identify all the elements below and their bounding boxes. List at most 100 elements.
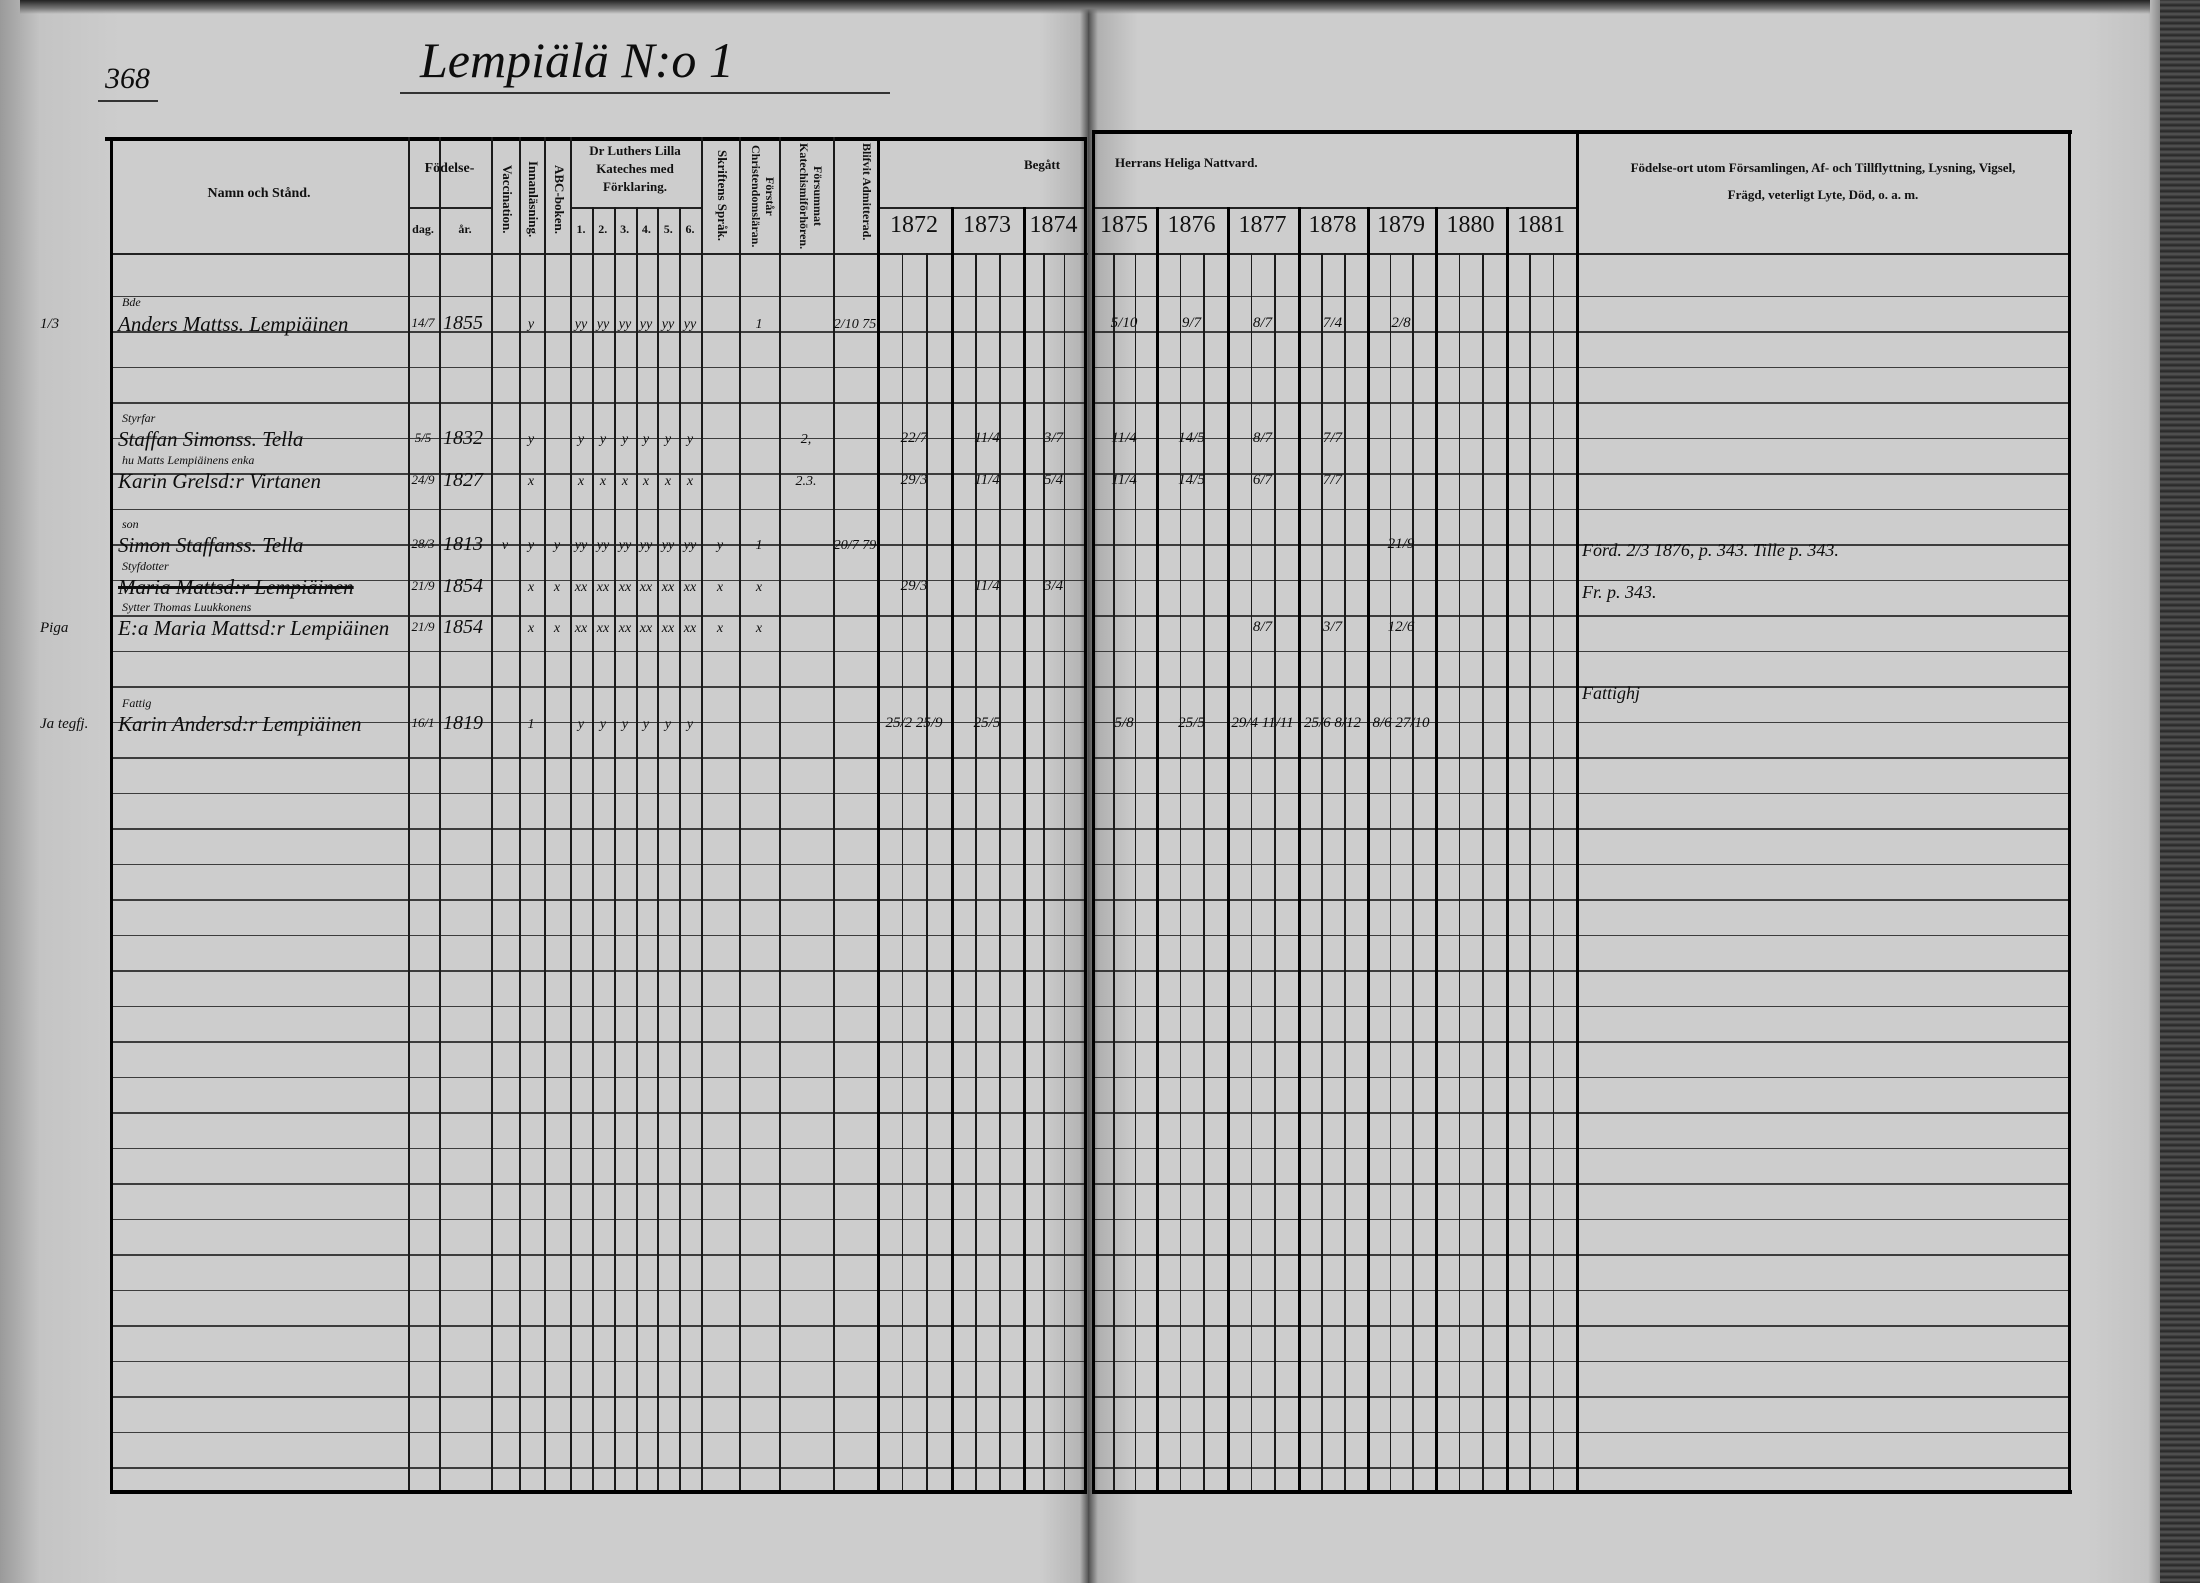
entry-mark: 2.3. bbox=[795, 474, 817, 489]
year-subcolumn-line bbox=[1274, 253, 1276, 1490]
row-line bbox=[1092, 295, 2070, 297]
year-column-line bbox=[1435, 207, 1438, 1490]
birth-day: 24/9 bbox=[411, 472, 435, 487]
birth-year: 1832 bbox=[443, 427, 483, 449]
entry-role: Bde bbox=[122, 295, 141, 309]
entry-mark: x bbox=[642, 474, 650, 489]
year-subcolumn-line bbox=[1344, 253, 1346, 1490]
year-subcolumn-line bbox=[1043, 253, 1045, 1490]
column-line bbox=[544, 137, 546, 1490]
header-scripture: Skriftens Språk. bbox=[715, 150, 730, 242]
entry-mark: yy bbox=[661, 538, 675, 553]
birth-year: 1855 bbox=[443, 312, 483, 334]
entry-mark: xx bbox=[683, 621, 697, 636]
communion-date: 21/9 bbox=[1387, 536, 1415, 552]
row-line bbox=[112, 828, 1087, 830]
birth-day: 5/5 bbox=[414, 430, 432, 445]
row-line bbox=[1092, 863, 2070, 865]
table-right-border bbox=[1084, 137, 1087, 1490]
entry-mark: xx bbox=[618, 621, 632, 636]
row-line bbox=[112, 934, 1087, 936]
catechism-part-header: 2. bbox=[598, 222, 608, 236]
entry-name: Simon Staffanss. Tella bbox=[118, 533, 304, 557]
communion-date: 5/4 bbox=[1043, 472, 1064, 488]
table-left-border bbox=[1092, 130, 1095, 1490]
communion-date: 11/4 bbox=[1111, 472, 1137, 488]
birth-day: 21/9 bbox=[411, 619, 435, 634]
entry-mark: 2/10 75 bbox=[833, 317, 877, 332]
row-line bbox=[1092, 1467, 2070, 1469]
page-number-underline bbox=[98, 100, 158, 102]
birth-year: 1854 bbox=[443, 616, 483, 638]
entry-mark: y bbox=[577, 432, 585, 447]
year-subcolumn-line bbox=[1134, 253, 1137, 1490]
row-line bbox=[1092, 899, 2070, 901]
entry-mark: y bbox=[642, 432, 650, 447]
table-bottom-border bbox=[110, 1490, 1087, 1494]
row-line bbox=[1092, 366, 2070, 368]
year-subcolumn-line bbox=[1389, 253, 1392, 1490]
row-line bbox=[112, 1147, 1087, 1149]
row-line bbox=[112, 544, 1087, 546]
entry-mark: xx bbox=[683, 580, 697, 595]
margin-note: Piga bbox=[40, 620, 69, 636]
entry-mark: yy bbox=[683, 317, 697, 332]
year-subcolumn-line bbox=[999, 253, 1001, 1490]
entry-mark: yy bbox=[618, 538, 632, 553]
row-line bbox=[1092, 1076, 2070, 1078]
entry-role: Styfdotter bbox=[122, 559, 169, 573]
header-birth: Födelse- bbox=[424, 161, 475, 176]
row-line bbox=[112, 402, 1087, 404]
year-header: 1873 bbox=[963, 212, 1011, 238]
row-line bbox=[112, 1467, 1087, 1469]
remark: Fattighj bbox=[1582, 683, 1640, 703]
row-line bbox=[1092, 402, 2070, 404]
remarks-column-line bbox=[1576, 130, 1579, 1490]
communion-date: 8/6 27/10 bbox=[1372, 715, 1430, 731]
page-top-edge bbox=[20, 0, 2150, 14]
birth-day: 28/3 bbox=[411, 536, 435, 551]
row-line bbox=[112, 473, 1087, 475]
header-admitted: Blifvit Admitterad. bbox=[860, 143, 874, 241]
birth-day: 14/7 bbox=[411, 315, 435, 330]
entry-mark: y bbox=[664, 432, 672, 447]
row-line bbox=[1092, 970, 2070, 972]
catechism-part-header: 1. bbox=[576, 222, 586, 236]
year-column-line bbox=[1156, 207, 1159, 1490]
communion-date: 29/3 bbox=[900, 472, 928, 488]
row-line bbox=[1092, 1147, 2070, 1149]
entry-name: E:a Maria Mattsd:r Lempiäinen bbox=[118, 616, 390, 640]
entry-mark: y bbox=[527, 317, 535, 332]
row-line bbox=[1092, 686, 2070, 688]
entry-mark: xx bbox=[574, 621, 588, 636]
entry-mark: x bbox=[553, 580, 561, 595]
catechism-column-line bbox=[592, 207, 594, 1490]
birth-year: 1854 bbox=[443, 575, 483, 597]
row-line bbox=[1092, 544, 2070, 546]
entry-mark: x bbox=[686, 474, 694, 489]
birth-day: 16/1 bbox=[411, 715, 435, 730]
row-line bbox=[1092, 828, 2070, 830]
row-line bbox=[112, 650, 1087, 652]
row-line bbox=[1092, 1325, 2070, 1327]
entry-mark: 20/7 79 bbox=[833, 538, 877, 553]
entry-role: hu Matts Lempiäinens enka bbox=[122, 453, 255, 467]
entry-mark: yy bbox=[574, 538, 588, 553]
row-line bbox=[112, 1254, 1087, 1256]
catechism-part-header: 3. bbox=[620, 222, 630, 236]
entry-mark: x bbox=[527, 474, 535, 489]
entry-mark: xx bbox=[661, 580, 675, 595]
communion-date: 11/4 bbox=[974, 472, 1000, 488]
communion-date: 7/4 bbox=[1322, 315, 1343, 331]
row-line bbox=[1092, 1112, 2070, 1114]
communion-date: 6/7 bbox=[1252, 472, 1273, 488]
communion-date: 8/7 bbox=[1252, 430, 1273, 446]
row-line bbox=[112, 1076, 1087, 1078]
communion-date: 14/5 bbox=[1178, 430, 1205, 446]
row-line bbox=[112, 366, 1087, 368]
catechism-subheader-line bbox=[570, 207, 701, 209]
entry-mark: y bbox=[527, 538, 535, 553]
header-understands: Förstår Christendomsläran. bbox=[749, 144, 777, 248]
table-bottom-border bbox=[1092, 1490, 2072, 1494]
entry-mark: yy bbox=[683, 538, 697, 553]
